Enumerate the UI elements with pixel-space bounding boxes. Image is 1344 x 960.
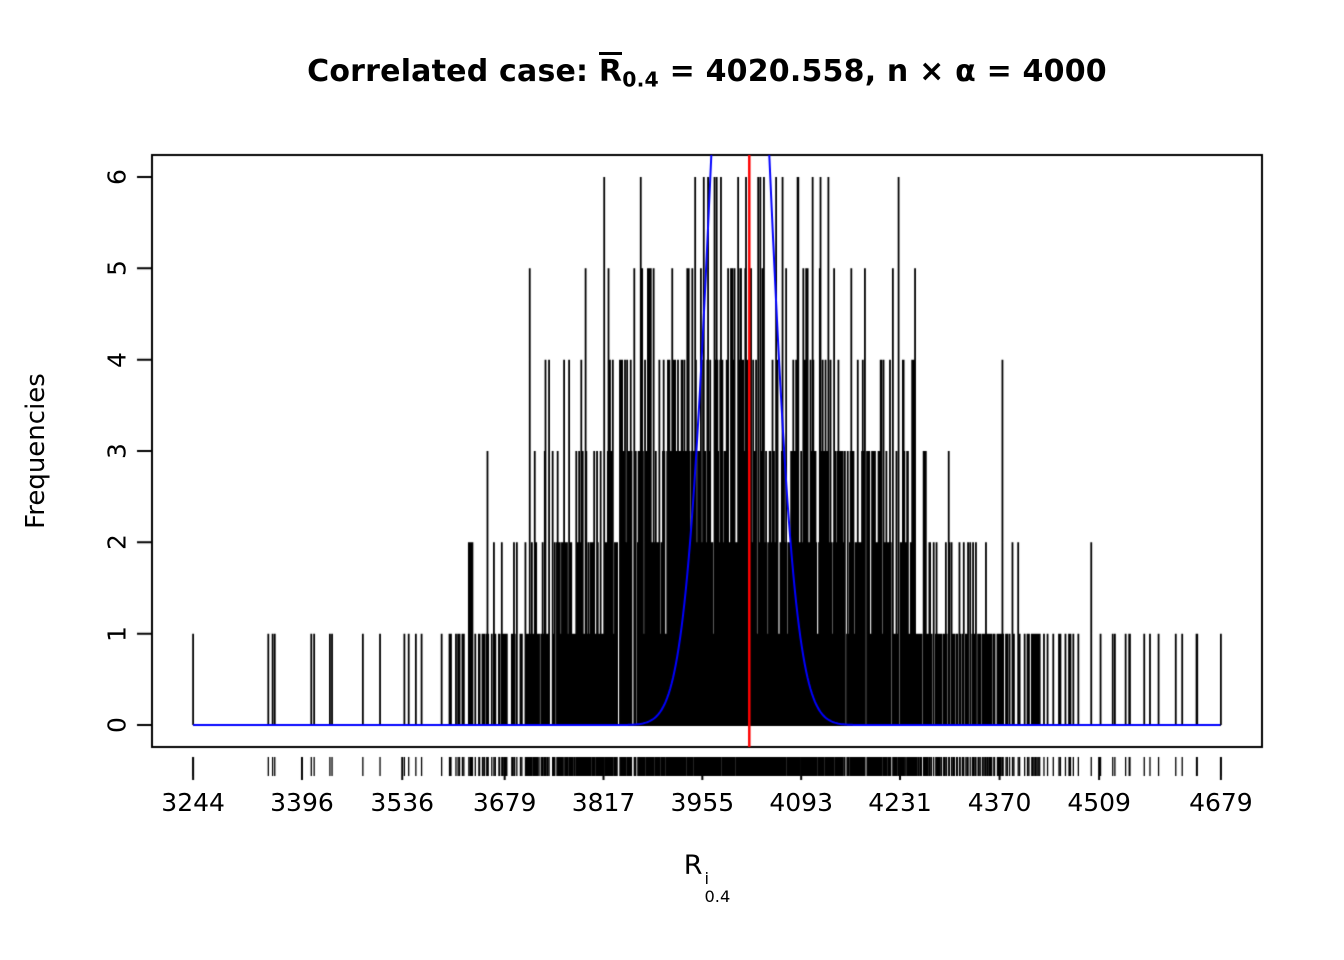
x-tick-label: 3536: [370, 788, 435, 817]
y-tick-label: 4: [102, 351, 132, 368]
title-rbar-subscript: 0.4: [622, 67, 659, 92]
chart-title: Correlated case: R0.4 = 4020.558, n × α …: [152, 52, 1262, 92]
x-tick-label: 4231: [868, 788, 932, 817]
x-tick-label: 3396: [270, 788, 334, 817]
title-suffix: = 4020.558, n × α = 4000: [658, 54, 1107, 89]
x-label-subscript: 0.4: [704, 887, 731, 907]
x-tick-label: 3679: [472, 788, 537, 817]
x-label-base: R: [683, 850, 703, 881]
x-label-supsub: i 0.4: [704, 869, 731, 907]
title-rbar: R: [598, 52, 623, 89]
y-axis-label: Frequencies: [21, 373, 51, 529]
x-tick-label: 3817: [571, 788, 636, 817]
x-tick-label: 3244: [161, 788, 225, 817]
y-tick-label: 3: [102, 443, 132, 459]
y-tick-label: 0: [102, 717, 132, 734]
y-tick-label: 2: [102, 534, 132, 551]
title-prefix: Correlated case:: [307, 54, 599, 89]
x-tick-label: 4370: [967, 788, 1032, 817]
y-tick-label: 1: [102, 625, 132, 642]
x-tick-label: 4509: [1067, 788, 1131, 817]
x-tick-label: 3955: [670, 788, 735, 817]
y-tick-label: 5: [102, 260, 132, 277]
y-tick-label: 6: [102, 168, 132, 185]
x-tick-label: 4093: [769, 788, 833, 817]
x-tick-label: 4679: [1189, 788, 1253, 817]
x-label-superscript: i: [704, 869, 710, 889]
